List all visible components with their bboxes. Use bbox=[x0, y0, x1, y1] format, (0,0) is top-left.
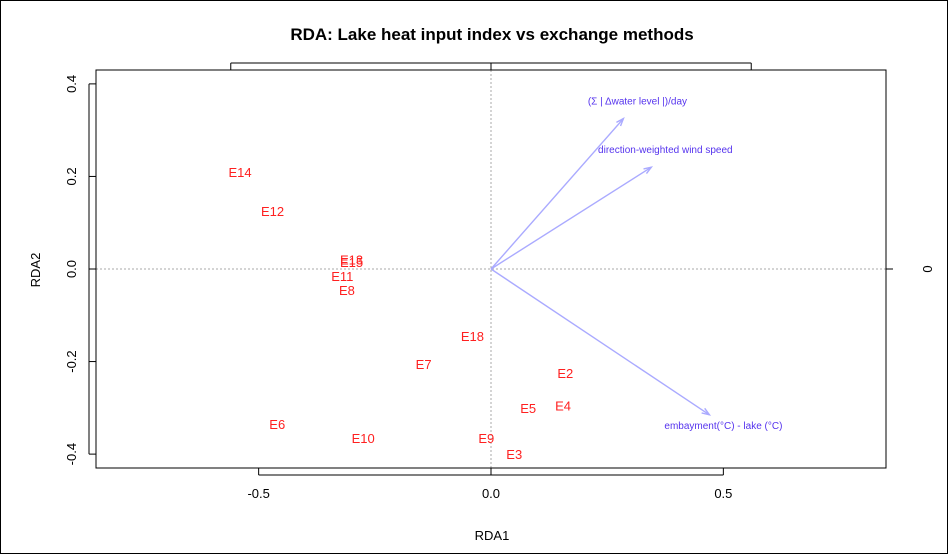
vector-label: direction-weighted wind speed bbox=[598, 145, 733, 156]
site-label: E14 bbox=[228, 165, 251, 180]
site-label: E3 bbox=[506, 447, 522, 462]
vector-arrow bbox=[490, 268, 710, 416]
site-label: E15 bbox=[340, 255, 363, 270]
x-tick-label: 0.5 bbox=[714, 486, 732, 501]
vector-label: embayment(°C) - lake (°C) bbox=[664, 421, 782, 432]
y-axis-label: RDA2 bbox=[28, 253, 43, 288]
y-tick-label: 0.4 bbox=[64, 75, 79, 93]
biplot-vectors: (Σ | Δwater level |)/day direction-weight… bbox=[490, 97, 782, 432]
site-label: E7 bbox=[416, 357, 432, 372]
right-tick-label: 0 bbox=[920, 265, 935, 272]
site-label: E2 bbox=[557, 366, 573, 381]
vector-arrow bbox=[490, 118, 624, 270]
vector-arrowhead bbox=[616, 117, 625, 127]
vector-arrowhead bbox=[701, 407, 712, 416]
y-tick-label: 0.2 bbox=[64, 167, 79, 185]
site-label: E10 bbox=[352, 431, 375, 446]
right-axis: 0 bbox=[886, 265, 935, 273]
vector-label: (Σ | Δwater level |)/day bbox=[588, 97, 687, 108]
x-axis-label: RDA1 bbox=[475, 528, 510, 543]
y-axis: -0.4 -0.2 0.0 0.2 0.4 bbox=[64, 75, 96, 465]
y-tick-label: -0.4 bbox=[64, 443, 79, 465]
vector-arrowhead bbox=[643, 166, 654, 174]
x-axis: -0.5 0.0 0.5 bbox=[247, 468, 732, 501]
y-tick-label: -0.2 bbox=[64, 350, 79, 372]
site-label: E8 bbox=[339, 283, 355, 298]
site-label: E18 bbox=[461, 329, 484, 344]
site-label: E12 bbox=[261, 204, 284, 219]
site-label: E9 bbox=[478, 431, 494, 446]
site-label: E4 bbox=[555, 399, 571, 414]
site-label: E11 bbox=[331, 269, 353, 284]
site-label: E6 bbox=[269, 417, 285, 432]
x-tick-label: -0.5 bbox=[247, 486, 269, 501]
vector-arrow bbox=[490, 166, 652, 270]
site-label: E5 bbox=[520, 401, 536, 416]
x-tick-label: 0.0 bbox=[482, 486, 500, 501]
y-tick-label: 0.0 bbox=[64, 260, 79, 278]
top-axis bbox=[230, 62, 752, 70]
chart-title: RDA: Lake heat input index vs exchange m… bbox=[290, 25, 693, 44]
site-label: E13 bbox=[340, 253, 363, 268]
